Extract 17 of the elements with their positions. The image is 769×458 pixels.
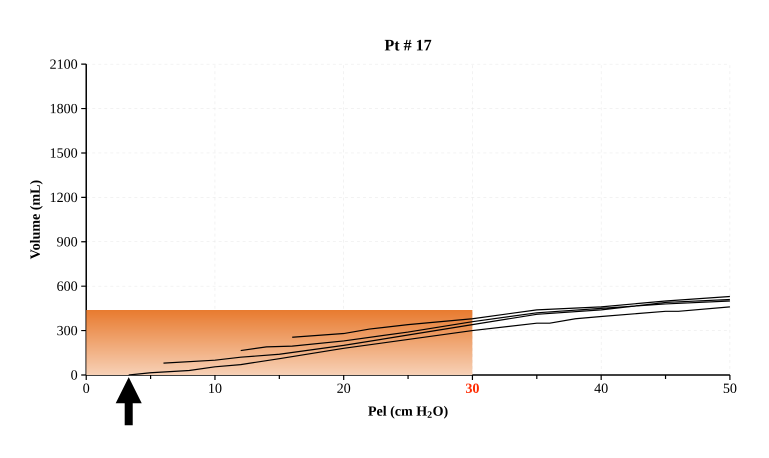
x-tick-label: 20 bbox=[337, 383, 350, 393]
y-axis-title: Volume (mL) bbox=[30, 180, 43, 260]
x-tick-label: 10 bbox=[209, 383, 222, 393]
x-tick-label: 30 bbox=[466, 383, 479, 393]
y-tick-label: 600 bbox=[57, 281, 78, 291]
y-tick-label: 1200 bbox=[50, 192, 78, 202]
chart-title: Pt # 17 bbox=[384, 40, 432, 50]
y-tick-label: 900 bbox=[57, 236, 78, 246]
x-tick-label: 0 bbox=[83, 383, 90, 393]
y-tick-label: 2100 bbox=[50, 59, 78, 69]
y-tick-label: 300 bbox=[57, 326, 78, 336]
x-tick-label: 50 bbox=[724, 383, 736, 393]
x-tick-label: 40 bbox=[594, 383, 608, 393]
x-axis-title: Pel (cm H$_{2}$O) bbox=[368, 406, 448, 419]
y-tick-label: 1500 bbox=[50, 148, 78, 158]
y-tick-label: 1800 bbox=[50, 104, 78, 114]
y-tick-label: 0 bbox=[71, 370, 78, 380]
